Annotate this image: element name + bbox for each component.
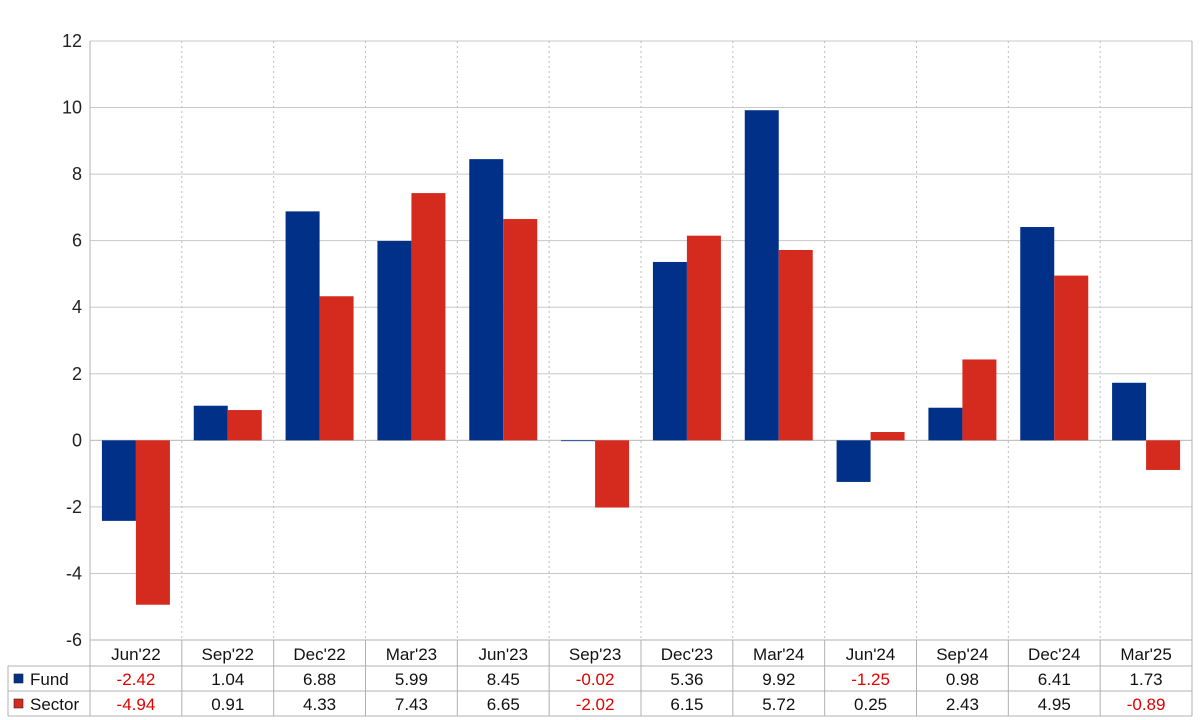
data-label: 6.65: [487, 695, 520, 714]
data-label: 6.88: [303, 670, 336, 689]
y-tick-label: 4: [72, 297, 82, 317]
x-category-label: Jun'24: [846, 645, 896, 664]
legend-series-name: Fund: [30, 670, 69, 689]
x-category-label: Sep'24: [936, 645, 988, 664]
data-label: 1.04: [211, 670, 244, 689]
legend-swatch: [13, 673, 24, 684]
legend-swatch: [13, 698, 24, 709]
data-label: -2.42: [117, 670, 156, 689]
bars: [101, 110, 1181, 605]
sector-bar: [870, 432, 905, 441]
sector-bar: [595, 440, 630, 508]
data-label: 2.43: [946, 695, 979, 714]
data-label: 0.98: [946, 670, 979, 689]
y-tick-label: 12: [62, 31, 82, 51]
data-label: 8.45: [487, 670, 520, 689]
fund-bar: [101, 440, 136, 521]
fund-bar: [377, 240, 412, 441]
data-label: 0.25: [854, 695, 887, 714]
data-label: -0.89: [1127, 695, 1166, 714]
y-tick-label: 10: [62, 98, 82, 118]
data-label: -0.02: [576, 670, 615, 689]
sector-bar: [1146, 440, 1181, 470]
fund-bar: [652, 261, 687, 441]
fund-bar: [1020, 227, 1055, 441]
fund-bar: [744, 110, 779, 441]
sector-bar: [686, 235, 721, 441]
data-label: 5.99: [395, 670, 428, 689]
fund-bar: [193, 405, 228, 441]
data-label: 5.36: [670, 670, 703, 689]
y-tick-label: 0: [72, 430, 82, 450]
y-tick-label: 2: [72, 364, 82, 384]
fund-bar: [469, 159, 504, 441]
data-label: 4.33: [303, 695, 336, 714]
x-category-label: Mar'24: [753, 645, 804, 664]
sector-bar: [1054, 275, 1089, 441]
data-label: -1.25: [851, 670, 890, 689]
data-label: 4.95: [1038, 695, 1071, 714]
y-tick-label: 8: [72, 164, 82, 184]
sector-bar: [778, 249, 813, 441]
y-axis: -6 -4 -2 0 2 4 6 8 10 12: [62, 31, 82, 650]
x-category-label: Jun'23: [478, 645, 528, 664]
fund-bar: [561, 440, 596, 442]
data-label: 6.41: [1038, 670, 1071, 689]
x-category-label: Mar'25: [1120, 645, 1171, 664]
data-label: 9.92: [762, 670, 795, 689]
data-label: 0.91: [211, 695, 244, 714]
sector-bar: [227, 410, 262, 441]
x-category-label: Dec'23: [661, 645, 713, 664]
data-label: 5.72: [762, 695, 795, 714]
sector-bar: [962, 359, 997, 441]
y-tick-label: -2: [66, 497, 82, 517]
sector-bar: [411, 193, 446, 441]
x-category-label: Sep'22: [202, 645, 254, 664]
data-table: Jun'22 Sep'22 Dec'22 Mar'23 Jun'23 Sep'23 Dec'…: [7, 639, 1193, 717]
x-category-label: Mar'23: [386, 645, 437, 664]
y-tick-label: -4: [66, 563, 82, 583]
data-label: -4.94: [117, 695, 156, 714]
fund-bar: [285, 211, 320, 441]
x-category-label: Jun'22: [111, 645, 161, 664]
legend-series-name: Sector: [30, 695, 79, 714]
y-tick-label: 6: [72, 231, 82, 251]
fund-bar: [836, 440, 871, 482]
x-category-label: Dec'24: [1028, 645, 1080, 664]
grid-lines: [89, 40, 1193, 641]
sector-bar: [503, 219, 538, 441]
data-label: 6.15: [670, 695, 703, 714]
sector-bar: [135, 440, 170, 605]
data-label: 1.73: [1130, 670, 1163, 689]
x-category-label: Dec'22: [293, 645, 345, 664]
x-category-label: Sep'23: [569, 645, 621, 664]
sector-bar: [319, 296, 354, 441]
data-label: 7.43: [395, 695, 428, 714]
fund-bar: [928, 407, 963, 441]
fund-bar: [1112, 382, 1147, 441]
y-tick-label: -6: [66, 630, 82, 650]
data-label: -2.02: [576, 695, 615, 714]
